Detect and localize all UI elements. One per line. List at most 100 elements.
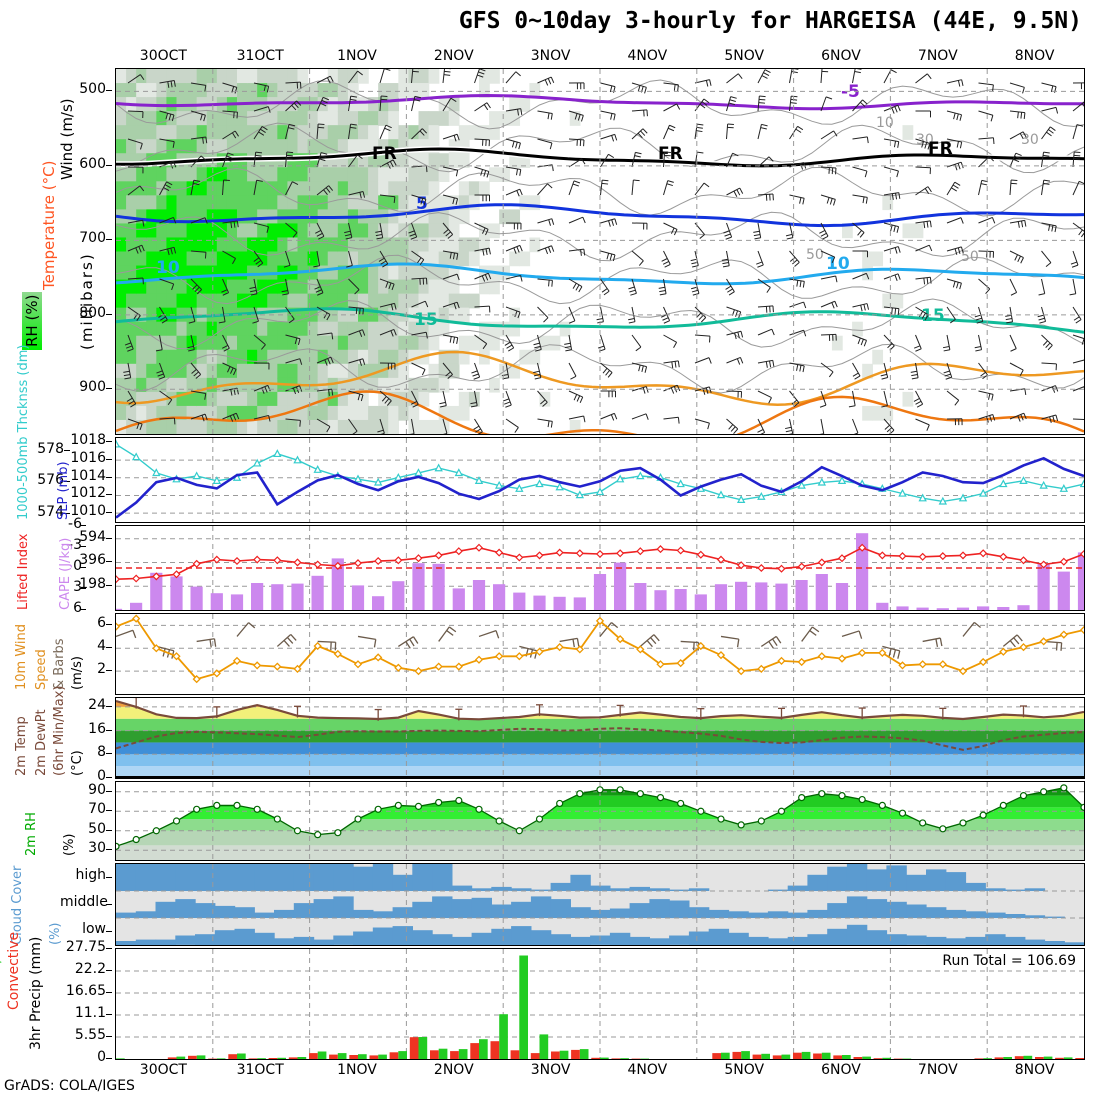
tickmark <box>106 753 112 755</box>
tickmark <box>64 513 70 515</box>
tickmark <box>106 992 112 993</box>
rh2m-tick-90: 90 <box>88 781 106 798</box>
pressure-tick-900: 900 <box>79 379 106 396</box>
tickmark <box>106 970 112 971</box>
slp-ytick-labels: 1018 1016 1014 1012 1010 <box>62 432 112 523</box>
slp-tick-1012: 1012 <box>70 485 106 502</box>
tickmark <box>106 537 112 539</box>
tickmark <box>106 388 112 390</box>
tickmark <box>106 313 112 315</box>
tickmark <box>106 494 112 496</box>
rh2m-ytick-labels: 30 50 70 90 <box>72 781 112 861</box>
label-2m-rh: 2m RH <box>24 812 39 856</box>
date-axis-top: 30OCT 31OCT 1NOV 2NOV 3NOV 4NOV 5NOV 6NOV 7NOV 8N… <box>115 48 1085 66</box>
label-2m-temp: 2m Temp <box>14 716 29 776</box>
tickmark <box>106 790 112 792</box>
svg-text:5: 5 <box>416 194 428 214</box>
svg-text:15: 15 <box>921 306 945 326</box>
tickmark <box>106 810 112 812</box>
tickmark <box>106 459 112 461</box>
pressure-tick-700: 700 <box>79 230 106 247</box>
li-tick-neg3: -3 <box>68 537 82 553</box>
rh2m-tick-70: 70 <box>88 801 106 818</box>
footer-credit: GrADS: COLA/IGES <box>4 1078 135 1094</box>
thickness-tick-578: 578 <box>37 440 64 457</box>
tickmark <box>106 476 112 478</box>
tickmark <box>106 876 112 878</box>
wind10m-panel <box>115 613 1085 695</box>
svg-text:15: 15 <box>414 310 438 330</box>
tickmark <box>80 525 86 526</box>
cloud-cover-panel <box>115 863 1085 946</box>
tickmark <box>106 561 112 563</box>
pressure-tick-800: 800 <box>79 304 106 321</box>
tickmark <box>106 164 112 166</box>
tickmark <box>106 670 112 672</box>
cloud-row-high: high <box>75 866 106 883</box>
temp2m-ytick-labels: 0 8 16 24 <box>72 696 112 784</box>
label-convective: Convective <box>6 931 22 1010</box>
label-wind-barbs: & Barbs <box>52 638 67 690</box>
precip-tick-22p2: 22.2 <box>74 961 106 977</box>
li-tick-3: 3 <box>73 579 82 595</box>
label-cape: CAPE (J/kg) <box>58 537 73 610</box>
date-tick-1nov: 1NOV <box>337 1062 377 1078</box>
tickmark <box>106 90 112 92</box>
tickmark <box>80 588 86 589</box>
tickmark <box>106 624 112 626</box>
tickmark <box>80 609 86 610</box>
date-tick-6nov: 6NOV <box>821 1062 861 1078</box>
precip-panel: Run Total = 106.69 <box>115 948 1085 1060</box>
slp-tick-1016: 1016 <box>70 450 106 467</box>
label-wind-unit: Wind (m/s) <box>58 98 76 180</box>
thickness-tick-574: 574 <box>37 504 64 521</box>
tickmark <box>106 849 112 851</box>
label-minmax: (6hr Min/Max) <box>52 685 67 776</box>
date-tick-4nov: 4NOV <box>627 1062 668 1078</box>
label-precip-axis: 3hr Precip (mm) <box>28 936 44 1050</box>
slp-tick-1014: 1014 <box>70 467 106 484</box>
temp2m-tick-16: 16 <box>88 720 106 737</box>
tickmark <box>106 948 112 949</box>
label-thickness: 1000-500mb Thcknss (dm) <box>16 344 31 520</box>
svg-text:10: 10 <box>876 115 894 131</box>
tickmark <box>106 239 112 241</box>
date-tick-2nov: 2NOV <box>433 48 474 64</box>
svg-text:FR: FR <box>658 144 683 164</box>
li-tick-neg6: -6 <box>68 516 82 532</box>
thickness-ytick-labels: 578 576 574 <box>24 437 70 523</box>
label-rh2m-unit: (%) <box>62 833 77 857</box>
date-tick-5nov: 5NOV <box>724 48 765 64</box>
date-tick-3nov: 3NOV <box>530 1062 571 1078</box>
precip-tick-11p1: 11.1 <box>74 1005 106 1021</box>
tickmark <box>106 512 112 514</box>
tickmark <box>106 829 112 831</box>
svg-text:-5: -5 <box>841 82 860 102</box>
tickmark <box>64 449 70 451</box>
date-tick-31oct: 31OCT <box>236 48 284 64</box>
tickmark <box>106 903 112 905</box>
label-wind-unit2: (m/s) <box>70 656 85 690</box>
svg-text:30: 30 <box>1021 132 1039 148</box>
label-10m-wind: 10m Wind <box>14 623 29 690</box>
tickmark <box>106 930 112 932</box>
temp2m-panel <box>115 697 1085 779</box>
label-temperature: Temperature (°C) <box>40 160 58 290</box>
run-total-label: Run Total = 106.69 <box>942 953 1076 969</box>
svg-text:50: 50 <box>806 247 824 263</box>
svg-text:FR: FR <box>372 144 397 164</box>
date-tick-31oct: 31OCT <box>236 1062 284 1078</box>
date-tick-30oct: 30OCT <box>139 1062 187 1078</box>
date-tick-7nov: 7NOV <box>917 48 958 64</box>
cape-tick-396: 396 <box>79 552 106 569</box>
label-total-rain: Total / Rain <box>0 922 4 1000</box>
date-tick-7nov: 7NOV <box>917 1062 958 1078</box>
label-millibars: (millibars) <box>78 252 96 350</box>
svg-text:10: 10 <box>826 254 850 274</box>
tickmark <box>106 585 112 587</box>
temp2m-tick-8: 8 <box>97 744 106 761</box>
pressure-tick-600: 600 <box>79 155 106 172</box>
svg-text:FR: FR <box>928 139 953 159</box>
li-ytick-labels: -6 -3 0 3 6 <box>52 516 86 616</box>
temp2m-tick-24: 24 <box>88 696 106 713</box>
